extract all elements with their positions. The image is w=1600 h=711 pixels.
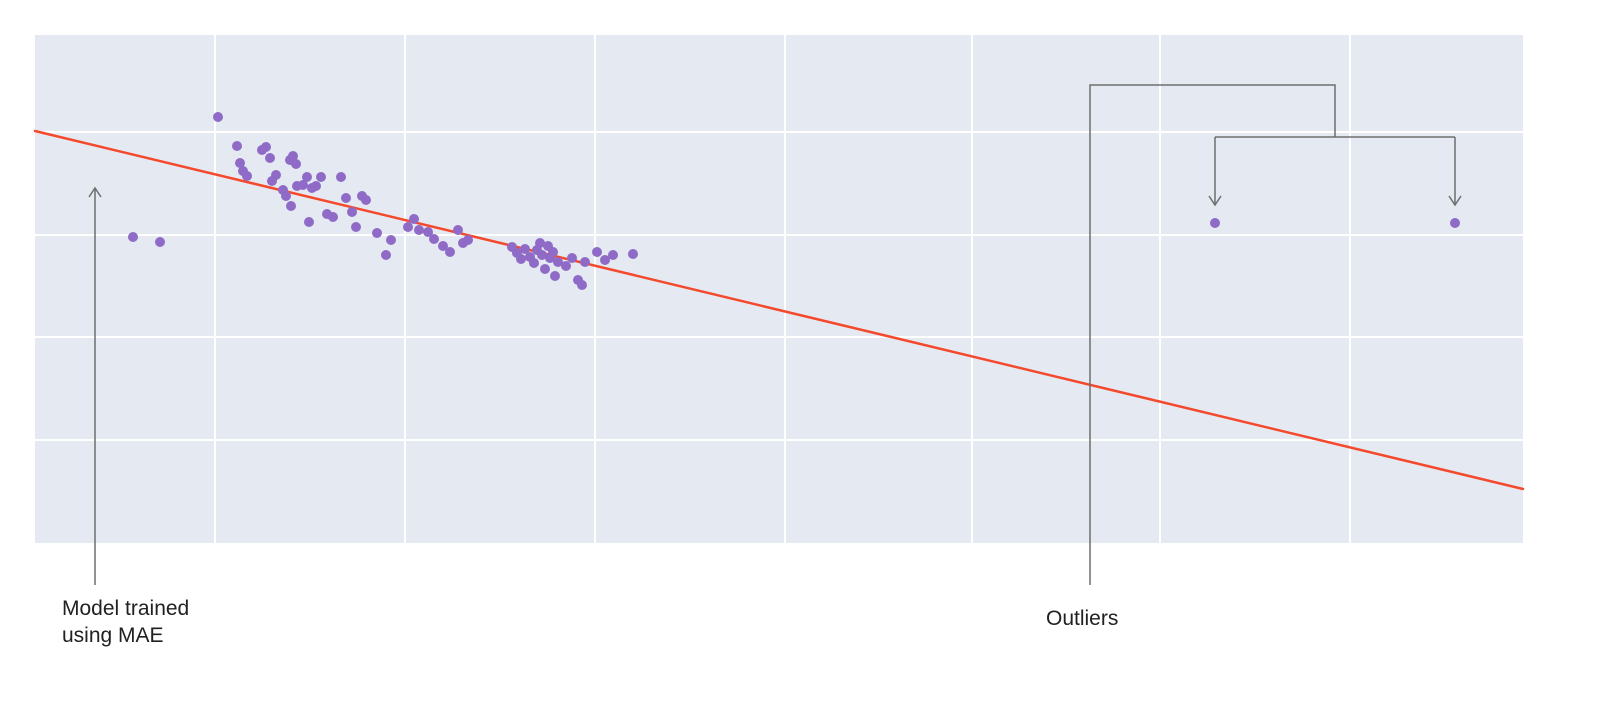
data-point (288, 151, 298, 161)
data-point (155, 237, 165, 247)
outlier-arrowhead-icon (1208, 195, 1222, 207)
outlier-arrowhead-icon (1448, 195, 1462, 207)
data-point (271, 170, 281, 180)
data-point (520, 244, 530, 254)
data-point (409, 214, 419, 224)
data-point (529, 258, 539, 268)
outliers-bracket-line (1089, 84, 1456, 585)
data-point (445, 247, 455, 257)
data-point (341, 193, 351, 203)
data-point (351, 222, 361, 232)
data-point (265, 153, 275, 163)
data-point (592, 247, 602, 257)
data-point (361, 195, 371, 205)
data-point (213, 112, 223, 122)
data-point (600, 255, 610, 265)
data-point (553, 257, 563, 267)
outlier-point (1450, 218, 1460, 228)
data-point (235, 158, 245, 168)
data-point (577, 280, 587, 290)
mae-annotation-label: Model trained using MAE (62, 596, 189, 650)
data-point (298, 180, 308, 190)
data-point (381, 250, 391, 260)
data-point (242, 171, 252, 181)
data-point (286, 201, 296, 211)
data-point (291, 159, 301, 169)
data-point (535, 238, 545, 248)
mae-arrowhead-icon (88, 186, 102, 198)
data-point (423, 227, 433, 237)
data-point (311, 181, 321, 191)
data-point (261, 142, 271, 152)
mae-annotation-line1: Model trained (62, 597, 190, 620)
data-point (540, 264, 550, 274)
data-point (372, 228, 382, 238)
data-point (561, 261, 571, 271)
data-point (281, 191, 291, 201)
plot-background (35, 35, 1523, 543)
outlier-point (1210, 218, 1220, 228)
data-point (403, 222, 413, 232)
data-point (463, 235, 473, 245)
data-point (580, 257, 590, 267)
data-point (304, 217, 314, 227)
data-point (386, 235, 396, 245)
mae-annotation-line2: using MAE (62, 623, 164, 647)
data-point (550, 271, 560, 281)
data-point (516, 254, 526, 264)
data-point (628, 249, 638, 259)
data-point (438, 241, 448, 251)
data-point (128, 232, 138, 242)
data-point (316, 172, 326, 182)
data-point (302, 172, 312, 182)
data-point (232, 141, 242, 151)
data-point (537, 250, 547, 260)
data-point (608, 250, 618, 260)
data-point (328, 212, 338, 222)
data-point (347, 207, 357, 217)
data-point (453, 225, 463, 235)
data-point (548, 247, 558, 257)
data-point (429, 234, 439, 244)
data-point (414, 225, 424, 235)
data-point (567, 253, 577, 263)
data-point (336, 172, 346, 182)
outliers-annotation-label: Outliers (1046, 607, 1119, 630)
